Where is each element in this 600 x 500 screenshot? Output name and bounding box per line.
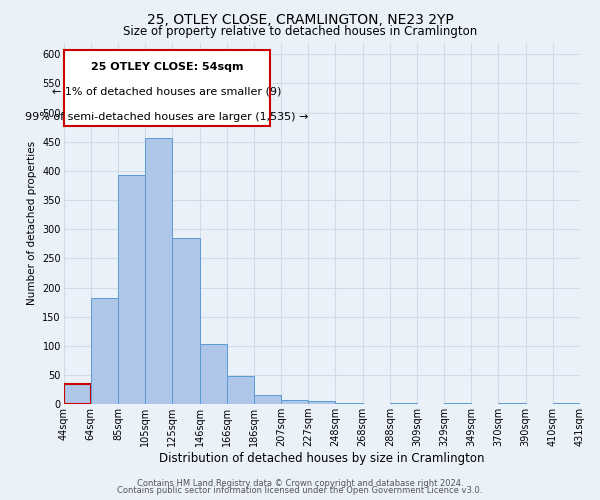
Y-axis label: Number of detached properties: Number of detached properties bbox=[27, 142, 37, 306]
Text: 25, OTLEY CLOSE, CRAMLINGTON, NE23 2YP: 25, OTLEY CLOSE, CRAMLINGTON, NE23 2YP bbox=[146, 12, 454, 26]
Bar bbox=[227, 376, 254, 404]
Text: Size of property relative to detached houses in Cramlington: Size of property relative to detached ho… bbox=[123, 25, 477, 38]
Bar bbox=[64, 384, 91, 404]
Bar bbox=[118, 175, 145, 404]
Bar bbox=[553, 403, 580, 404]
Bar bbox=[390, 403, 417, 404]
Bar bbox=[444, 403, 472, 404]
Bar bbox=[145, 138, 172, 404]
Bar bbox=[200, 344, 227, 404]
Text: 99% of semi-detached houses are larger (1,535) →: 99% of semi-detached houses are larger (… bbox=[25, 112, 308, 122]
Text: Contains public sector information licensed under the Open Government Licence v3: Contains public sector information licen… bbox=[118, 486, 482, 495]
X-axis label: Distribution of detached houses by size in Cramlington: Distribution of detached houses by size … bbox=[159, 452, 485, 465]
Bar bbox=[254, 395, 281, 404]
Bar bbox=[91, 298, 118, 404]
FancyBboxPatch shape bbox=[64, 50, 270, 126]
Text: Contains HM Land Registry data © Crown copyright and database right 2024.: Contains HM Land Registry data © Crown c… bbox=[137, 478, 463, 488]
Bar bbox=[308, 401, 335, 404]
Text: 25 OTLEY CLOSE: 54sqm: 25 OTLEY CLOSE: 54sqm bbox=[91, 62, 243, 72]
Bar bbox=[172, 238, 200, 404]
Bar bbox=[499, 403, 526, 404]
Bar bbox=[281, 400, 308, 404]
Bar bbox=[335, 403, 362, 404]
Text: ← 1% of detached houses are smaller (9): ← 1% of detached houses are smaller (9) bbox=[52, 87, 281, 97]
